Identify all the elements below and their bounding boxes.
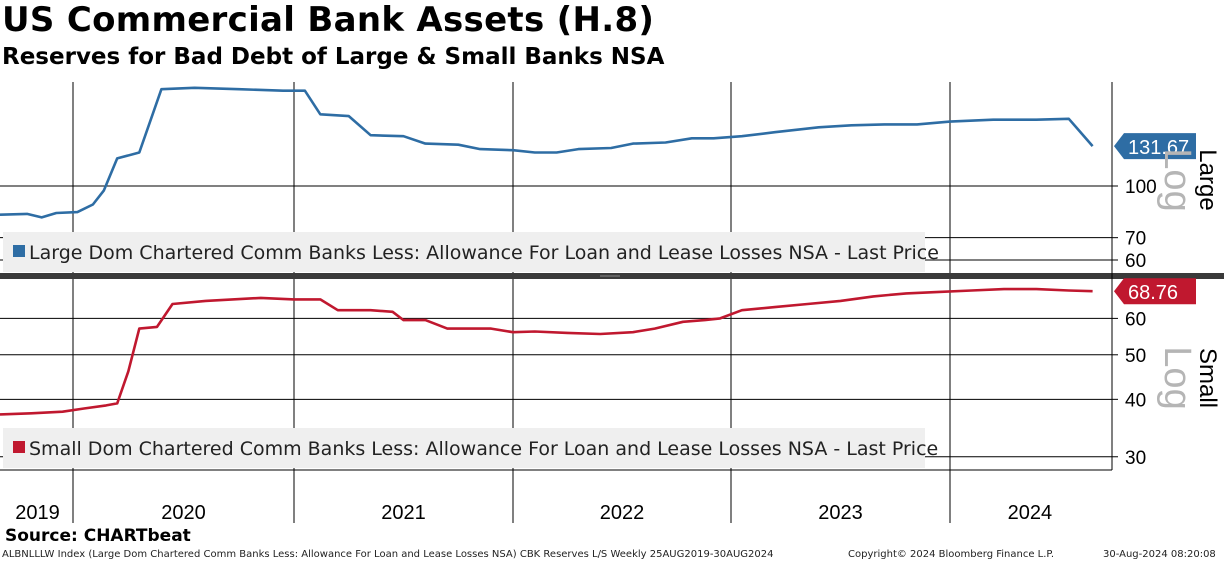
y-tick-label: 100 (1125, 177, 1157, 198)
large-series-line (0, 86, 1094, 219)
large-legend-label: Large Dom Chartered Comm Banks Less: All… (29, 242, 939, 264)
x-tick-label: 2021 (381, 502, 426, 524)
y-tick-label: 50 (1125, 346, 1146, 367)
source-note: Source: CHARTbeat (5, 526, 191, 546)
large-last-value-label: 131.67 (1128, 137, 1189, 159)
y-tick-label: 60 (1125, 309, 1146, 330)
large-legend-box[interactable] (3, 232, 925, 272)
log-scale-label: Log (1156, 346, 1198, 409)
x-tick-label: 2022 (600, 502, 645, 524)
footer-timestamp: 30-Aug-2024 08:20:08 (1103, 549, 1216, 560)
large-last-value-flag (1114, 133, 1196, 160)
x-tick-label: 2019 (15, 502, 60, 524)
x-tick-label: 2023 (818, 502, 863, 524)
small-series-line (0, 287, 1093, 416)
chart-subtitle: Reserves for Bad Debt of Large & Small B… (2, 44, 665, 70)
small-last-value-flag (1114, 278, 1196, 305)
small-legend-swatch (13, 441, 25, 453)
chart-title: US Commercial Bank Assets (H.8) (2, 0, 655, 40)
y-tick-label: 60 (1125, 251, 1146, 272)
log-scale-label: Log (1156, 148, 1198, 211)
footer-index-description: ALBNLLLW Index (Large Dom Chartered Comm… (2, 549, 774, 560)
y-tick-label: 40 (1125, 390, 1146, 411)
x-tick-label: 2020 (161, 502, 206, 524)
small-legend-label: Small Dom Chartered Comm Banks Less: All… (29, 438, 938, 460)
large-panel-label: Large (1194, 149, 1221, 210)
large-legend-swatch (13, 245, 25, 257)
y-tick-label: 30 (1125, 448, 1146, 469)
small-panel-label: Small (1194, 348, 1221, 408)
x-tick-label: 2024 (1008, 502, 1053, 524)
small-legend-box[interactable] (3, 428, 925, 468)
y-tick-label: 70 (1125, 229, 1146, 250)
footer-copyright: Copyright© 2024 Bloomberg Finance L.P. (848, 549, 1055, 560)
small-last-value-label: 68.76 (1128, 282, 1178, 304)
